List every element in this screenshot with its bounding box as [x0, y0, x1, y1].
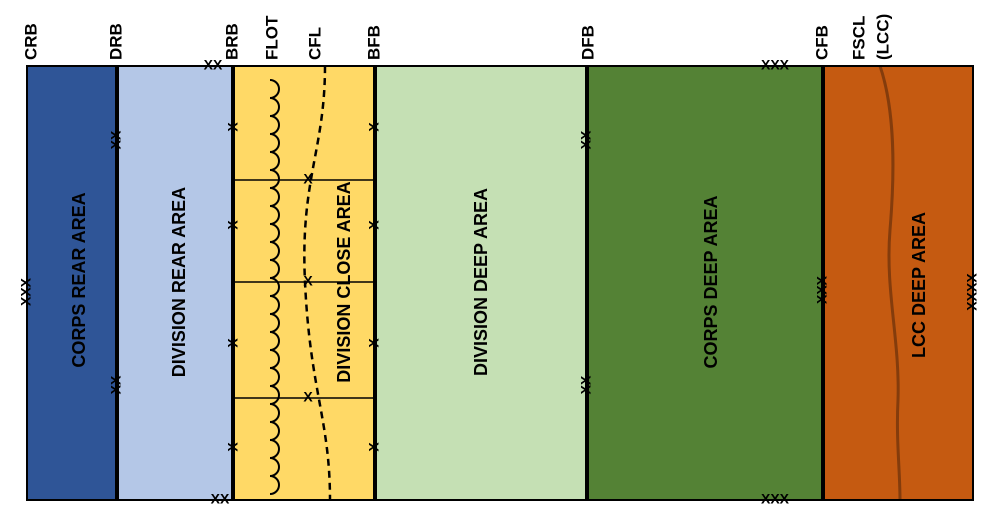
echelon-symbol: XX — [578, 375, 594, 394]
echelon-symbol: X — [366, 220, 382, 230]
area-label: LCC DEEP AREA — [909, 212, 929, 358]
echelon-symbol: X — [366, 122, 382, 132]
boundary-label: CFB — [812, 25, 831, 60]
echelon-symbol: X — [366, 442, 382, 452]
echelon-symbol: X — [225, 442, 241, 452]
echelon-symbol: XXXX — [964, 273, 980, 311]
echelon-symbol: X — [225, 122, 241, 132]
division-deep-area — [375, 66, 587, 500]
cfl-line — [303, 65, 332, 501]
area-label: CORPS DEEP AREA — [701, 195, 721, 368]
boundary-label: CFL — [305, 27, 324, 60]
echelon-symbol: XX — [108, 130, 124, 149]
boundary-label: BRB — [222, 23, 241, 60]
echelon-symbol: X — [366, 338, 382, 348]
area-label: CORPS REAR AREA — [69, 192, 89, 367]
echelon-symbol: XXX — [814, 275, 830, 304]
boundary-label: FLOT — [262, 15, 281, 60]
echelon-symbol: XX — [108, 375, 124, 394]
corps-rear-area — [27, 66, 117, 500]
boundary-label: CRB — [21, 23, 40, 60]
echelon-symbol: X — [303, 171, 313, 187]
boundary-label: FSCL — [849, 16, 868, 60]
echelon-symbol: X — [225, 338, 241, 348]
labels: CRB DRB BRB FLOT CFL BFB DFB CFB FSCL (LCC) CORPS … — [18, 14, 980, 507]
area-label: DIVISION CLOSE AREA — [334, 181, 354, 382]
corps-deep-area — [587, 66, 823, 500]
echelon-symbol: X — [303, 273, 313, 289]
echelon-symbol: X — [225, 220, 241, 230]
echelon-symbol: X — [303, 389, 313, 405]
boundary-label: DRB — [106, 23, 125, 60]
flot-line — [269, 79, 280, 495]
division-rear-area — [117, 66, 233, 500]
outer-border — [26, 65, 974, 501]
boundary-label: BFB — [364, 25, 383, 60]
echelon-symbol: XX — [578, 130, 594, 149]
boundary-lines — [115, 66, 825, 500]
echelon-symbol: XXX — [761, 491, 790, 507]
echelon-symbol: XX — [204, 57, 223, 73]
area-label: DIVISION REAR AREA — [169, 187, 189, 377]
boundary-label: DFB — [578, 25, 597, 60]
area-label: DIVISION DEEP AREA — [471, 188, 491, 376]
boundary-label: (LCC) — [873, 14, 892, 60]
echelon-symbol: XXX — [18, 277, 34, 306]
echelon-symbol: XXX — [761, 57, 790, 73]
echelon-symbol: XX — [211, 491, 230, 507]
fscl-line — [878, 65, 902, 501]
